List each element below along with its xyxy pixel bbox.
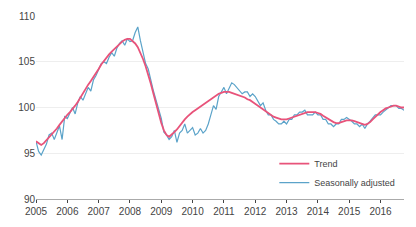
svg-text:2013: 2013 (275, 206, 298, 217)
svg-text:105: 105 (18, 56, 35, 67)
svg-text:Trend: Trend (314, 159, 337, 169)
svg-text:Seasonally adjusted: Seasonally adjusted (314, 178, 395, 188)
svg-text:2012: 2012 (244, 206, 267, 217)
svg-text:2015: 2015 (338, 206, 361, 217)
svg-text:95: 95 (24, 148, 36, 159)
svg-text:2016: 2016 (369, 206, 392, 217)
svg-text:2011: 2011 (213, 206, 235, 217)
svg-text:90: 90 (24, 194, 36, 205)
svg-text:2009: 2009 (150, 206, 173, 217)
svg-text:100: 100 (18, 102, 35, 113)
svg-text:110: 110 (19, 11, 35, 22)
svg-text:2006: 2006 (56, 206, 79, 217)
svg-text:2007: 2007 (88, 206, 111, 217)
svg-text:2014: 2014 (307, 206, 330, 217)
svg-text:2010: 2010 (181, 206, 204, 217)
svg-text:2005: 2005 (25, 206, 48, 217)
svg-text:2008: 2008 (119, 206, 142, 217)
